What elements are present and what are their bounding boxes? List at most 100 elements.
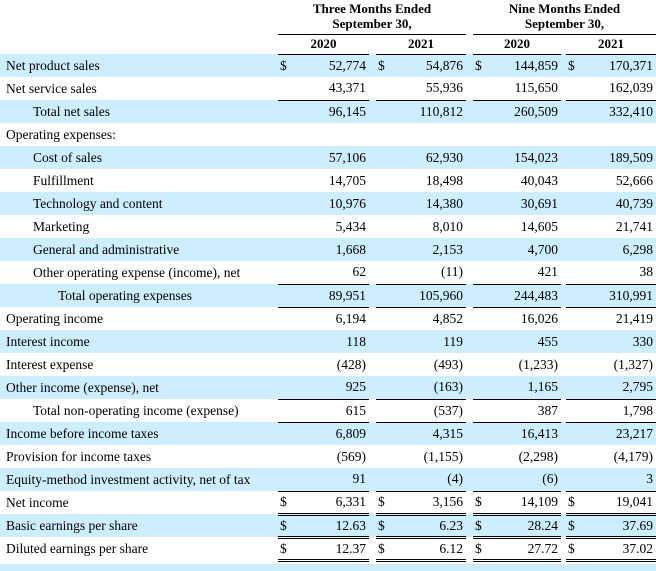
value-cell: 925: [292, 376, 369, 400]
table-row: Technology and content 10,976 14,380 30,691…: [0, 192, 656, 215]
value-cell: (11): [390, 261, 467, 285]
value-cell: 4,700: [527, 241, 559, 257]
value-cell: 21,741: [615, 218, 654, 234]
value-cell: 52,774: [328, 57, 366, 73]
column-gap: [369, 54, 376, 77]
dollar-sign-cell: [566, 468, 581, 492]
dollar-sign-cell: [278, 123, 292, 146]
column-gap: [466, 77, 473, 100]
value-cell: 54,876: [425, 57, 464, 73]
value-cell: 38: [580, 261, 656, 285]
value-cell: 12.37: [292, 537, 369, 562]
value-cell: 3: [580, 468, 656, 492]
dollar-sign-cell: $: [376, 537, 390, 562]
dollar-sign-cell: $: [278, 491, 292, 516]
value-cell: 52,666: [615, 172, 654, 188]
value-cell: 105,960: [390, 284, 467, 308]
dollar-sign-cell: [278, 100, 292, 123]
dollar-sign-cell: [376, 399, 390, 423]
dollar-sign-cell: [473, 422, 487, 445]
column-gap: [369, 261, 376, 284]
table-row: Net income $6,331 $3,156 $14,109 $19,041: [0, 491, 656, 516]
column-gap: [369, 445, 376, 468]
value-cell: (4,179): [613, 448, 654, 464]
value-cell: 189,509: [609, 149, 654, 165]
dollar-sign-cell: [376, 307, 390, 330]
value-cell: 40,739: [615, 195, 654, 211]
value-cell: 6.12: [390, 537, 467, 562]
column-gap: [369, 77, 376, 100]
value-cell: 244,483: [487, 284, 562, 308]
year-header: 2021: [376, 34, 467, 55]
column-gap: [466, 215, 473, 238]
value-cell: 4,852: [432, 310, 464, 326]
column-gap: [369, 353, 376, 376]
dollar-sign-cell: [376, 169, 390, 192]
group-title-line2: September 30,: [332, 16, 412, 32]
column-gap: [369, 514, 376, 537]
row-label: Technology and content: [33, 195, 163, 211]
dollar-sign-cell: $: [475, 57, 482, 73]
dollar-sign-cell: [278, 169, 292, 192]
group-gap: [466, 0, 473, 34]
value-cell: 6,298: [622, 241, 654, 257]
value-cell: 2,795: [580, 376, 656, 400]
value-cell: 3,156: [390, 491, 467, 516]
value-cell: (537): [390, 399, 467, 423]
dollar-sign-cell: [278, 445, 292, 468]
dollar-sign-cell: [566, 353, 580, 376]
dollar-sign-cell: [376, 192, 390, 215]
table-row: Other income (expense), net 925 (163) 1,165…: [0, 376, 656, 400]
header-spacer: [0, 0, 278, 34]
value-cell: 1,668: [335, 241, 366, 257]
column-gap: [369, 192, 376, 215]
dollar-sign-cell: [566, 238, 580, 261]
value-cell: (493): [433, 356, 464, 372]
value-cell: 110,812: [419, 103, 464, 119]
dollar-sign-cell: [566, 399, 581, 423]
value-cell: 10,976: [328, 195, 366, 211]
column-gap: [369, 422, 376, 445]
value-cell: 57,106: [328, 149, 366, 165]
value-cell: 118: [346, 333, 366, 349]
row-label: Income before income taxes: [6, 425, 159, 441]
value-cell: 8,010: [432, 218, 464, 234]
value-cell: 28.24: [487, 514, 562, 539]
row-label: Equity-method investment activity, net o…: [6, 471, 251, 487]
column-gap: [466, 192, 473, 215]
dollar-sign-cell: [473, 100, 487, 123]
dollar-sign-cell: [566, 146, 580, 169]
row-label: Other operating expense (income), net: [33, 264, 241, 280]
dollar-sign-cell: [566, 77, 581, 101]
value-cell: 16,026: [520, 310, 559, 326]
value-cell: (1,327): [613, 356, 654, 372]
row-label: Other income (expense), net: [6, 379, 159, 395]
column-gap: [369, 34, 376, 54]
value-cell: 421: [487, 261, 562, 285]
dollar-sign-cell: $: [566, 491, 581, 516]
dollar-sign-cell: $: [566, 514, 581, 539]
value-cell: 12.63: [292, 514, 369, 539]
value-cell: 14,705: [328, 172, 366, 188]
dollar-sign-cell: [473, 330, 487, 353]
dollar-sign-cell: $: [280, 57, 287, 73]
group-title-line1: Nine Months Ended: [508, 0, 621, 16]
value-cell: 615: [292, 399, 369, 423]
dollar-sign-cell: [376, 445, 390, 468]
dollar-sign-cell: $: [473, 491, 488, 516]
dollar-sign-cell: [376, 123, 390, 146]
dollar-sign-cell: [473, 399, 488, 423]
table-row: Cost of sales 57,106 62,930 154,023 189,509: [0, 146, 656, 169]
value-cell: 330: [632, 333, 654, 349]
dollar-sign-cell: [278, 422, 292, 445]
value-cell: 14,605: [520, 218, 559, 234]
dollar-sign-cell: [473, 284, 488, 308]
dollar-sign-cell: [278, 77, 292, 101]
table-row: Other operating expense (income), net 62 (…: [0, 261, 656, 285]
value-cell: (2,298): [518, 448, 559, 464]
value-cell: 19,041: [580, 491, 656, 516]
value-cell: [390, 123, 466, 146]
bottom-shade-strip: [0, 563, 656, 571]
